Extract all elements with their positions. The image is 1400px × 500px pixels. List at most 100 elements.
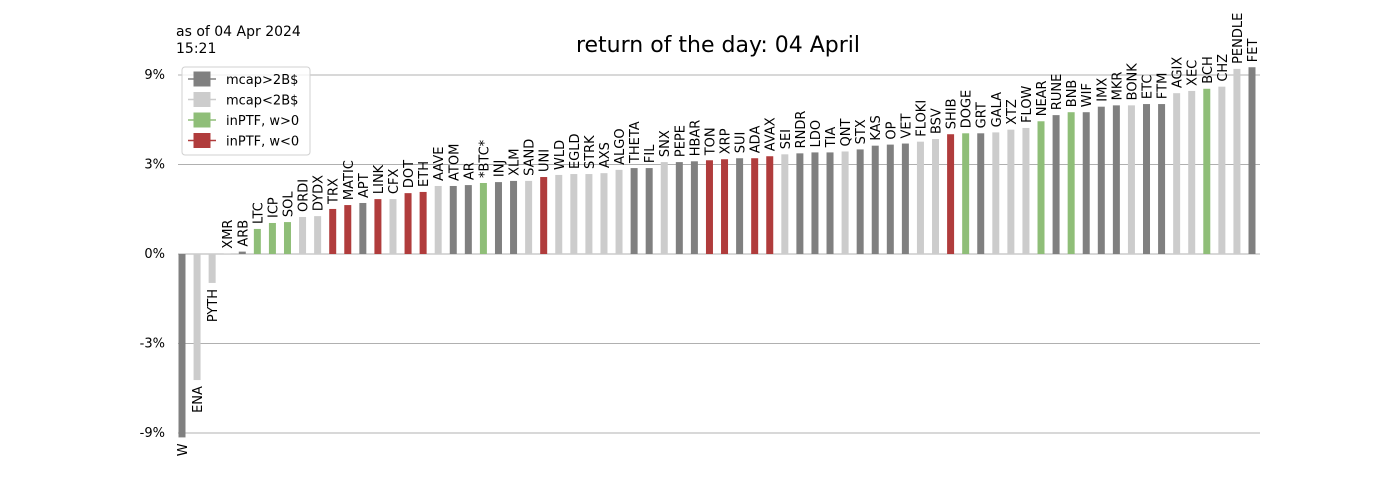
bar-label: AXS (598, 142, 613, 168)
bar (690, 161, 698, 254)
bar-label: FIL (643, 144, 658, 163)
bar-label: DYDX (312, 175, 327, 211)
bar-label: FLOKI (914, 100, 929, 137)
bar-label: TIA (824, 127, 839, 149)
bar-label: OP (884, 121, 899, 139)
bar-label: GALA (990, 92, 1005, 128)
bar-label: SHIB (945, 98, 960, 129)
bar-label: LINK (372, 164, 387, 194)
bar-label: ETC (1141, 75, 1156, 99)
bar-label: QNT (839, 119, 854, 147)
bar (751, 158, 759, 254)
bar-label: ARB (236, 220, 251, 247)
legend-swatch (193, 112, 211, 128)
bar-label: RNDR (794, 111, 809, 149)
bar (630, 168, 638, 254)
bar (781, 154, 789, 254)
bar-label: KAS (869, 115, 884, 140)
bar (479, 182, 487, 254)
bar (856, 149, 864, 254)
bar-label: BCH (1201, 56, 1216, 84)
bar (705, 160, 713, 254)
bar-label: SUI (734, 132, 749, 154)
bar-label: FLOW (1020, 85, 1035, 122)
bar-label: IMX (1095, 78, 1110, 102)
bar-label: ICP (266, 197, 281, 218)
y-tick-label: -9% (140, 426, 165, 441)
bar (494, 182, 502, 254)
bar-label: PEPE (673, 125, 688, 157)
legend-swatch (193, 92, 211, 107)
bar (811, 152, 819, 254)
bar (1082, 112, 1090, 254)
bar (916, 141, 924, 254)
bar-label: EGLD (568, 133, 583, 169)
bar (660, 162, 668, 254)
grid: -9% -3% 0% 3% 9% (140, 68, 1260, 441)
bar (1143, 104, 1151, 254)
bar-label: FTM (1156, 73, 1171, 99)
bar (525, 180, 533, 254)
bar-label: *BTC* (477, 139, 492, 178)
legend-box (181, 66, 311, 156)
bar (1097, 106, 1105, 254)
bar (992, 132, 1000, 254)
as-of-note: as of 04 Apr 2024 (176, 24, 301, 40)
bar-label: XMR (221, 220, 236, 249)
bar-label: AGIX (1171, 57, 1186, 89)
legend-label: mcap>2B$ (226, 73, 298, 88)
legend-label: mcap<2B$ (226, 94, 298, 109)
legend-swatch (193, 71, 211, 87)
bar-label: APT (357, 173, 372, 198)
bar-label: HBAR (688, 120, 703, 157)
bar (540, 177, 548, 254)
bar (374, 199, 382, 254)
bar (253, 228, 261, 254)
bar-label: MKR (1110, 72, 1125, 101)
bar-label: TRX (327, 178, 342, 205)
bar (675, 162, 683, 254)
bar-label: BNB (1065, 80, 1080, 108)
bar (736, 158, 744, 254)
bar-label: XEC (1186, 60, 1201, 86)
legend: mcap>2B$ mcap<2B$ inPTF, w>0 inPTF, w<0 (181, 66, 311, 156)
bar (464, 185, 472, 254)
bar-label: STX (854, 119, 869, 144)
bar (796, 153, 804, 254)
chart-title: return of the day: 04 April (576, 33, 860, 58)
time-note: 15:21 (176, 41, 216, 57)
bar (841, 151, 849, 254)
bar (1218, 86, 1226, 254)
bar (871, 145, 879, 254)
bar (901, 143, 909, 254)
legend-label: inPTF, w<0 (226, 135, 299, 150)
y-tick-label: 9% (144, 68, 165, 83)
bar (585, 174, 593, 254)
bar (268, 222, 276, 254)
bar-label: CFX (387, 169, 402, 195)
bar-label: NEAR (1035, 80, 1050, 116)
bar (932, 139, 940, 254)
bar-label: SAND (523, 139, 538, 176)
bar (434, 185, 442, 254)
bar (1158, 104, 1166, 254)
bar-label: ADA (749, 126, 764, 154)
bar-label: PYTH (206, 289, 221, 322)
bar (449, 185, 457, 254)
bar-label: W (176, 443, 191, 456)
bar-label: SNX (658, 130, 673, 157)
bar (193, 254, 201, 381)
bar (1127, 105, 1135, 254)
bar (299, 217, 307, 254)
bar (419, 191, 427, 254)
bar-label: ETH (417, 161, 432, 187)
bar (570, 174, 578, 254)
bar-label: AR (462, 162, 477, 180)
bar (1203, 88, 1211, 254)
y-tick-label: 0% (144, 247, 165, 262)
bar-label: DOT (402, 160, 417, 188)
bar-label: SEI (779, 129, 794, 149)
legend-label: inPTF, w>0 (226, 114, 299, 129)
bar (977, 133, 985, 254)
